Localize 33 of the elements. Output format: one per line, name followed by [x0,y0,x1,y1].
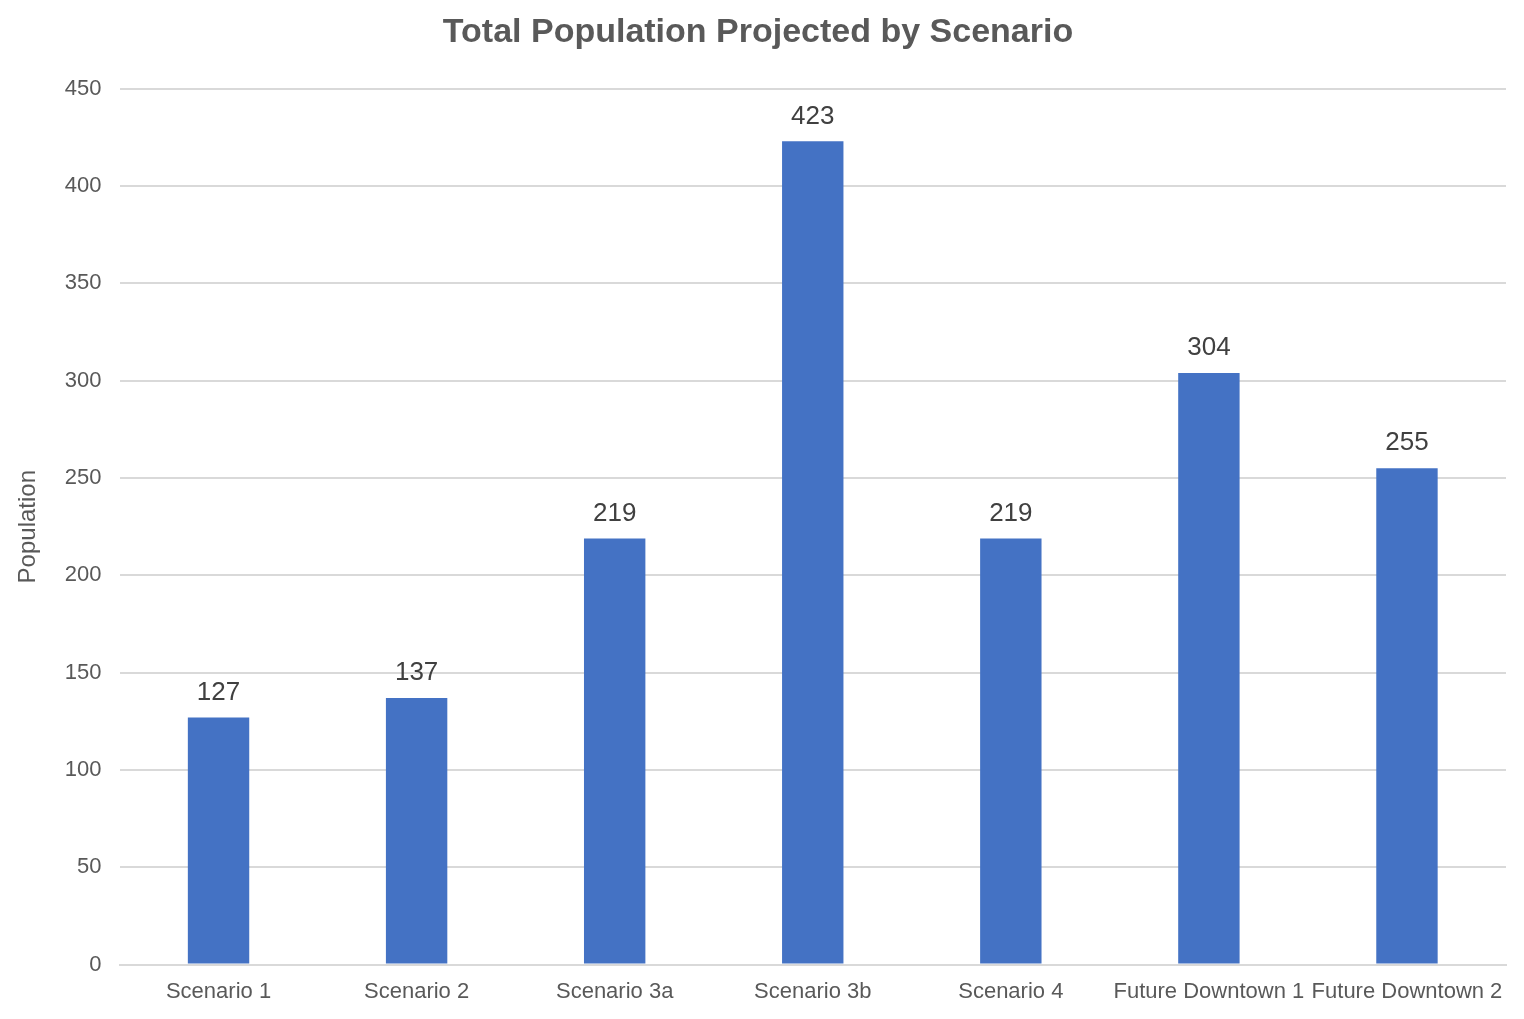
y-tick-label: 250 [64,464,102,490]
y-tick-label: 200 [64,561,102,587]
data-label: 423 [791,99,835,130]
data-label: 219 [989,496,1033,527]
x-tick-label: Scenario 1 [165,977,272,1003]
bar [385,697,448,964]
x-tick-label: Future Downtown 1 [1113,977,1305,1003]
y-tick-label: 300 [64,366,102,392]
y-tick-label: 450 [64,74,102,100]
chart-title: Total Population Projected by Scenario [442,10,1074,49]
y-tick-label: 400 [64,172,102,198]
data-label: 219 [592,496,637,527]
y-tick-label: 150 [64,658,102,684]
bar [583,538,646,964]
bar [187,717,250,964]
bar [1376,468,1438,964]
bar [782,141,844,964]
x-tick-label: Scenario 4 [958,977,1064,1003]
y-tick-label: 50 [77,853,102,879]
data-label: 255 [1385,426,1429,457]
bar [1178,372,1240,964]
y-tick-label: 100 [64,756,102,782]
x-tick-label: Scenario 2 [364,977,470,1003]
y-tick-label: 350 [64,269,102,295]
bar [980,538,1042,964]
data-label: 137 [394,656,439,687]
y-tick-label: 0 [89,950,102,976]
x-tick-label: Scenario 3b [754,977,872,1003]
data-label: 127 [196,675,241,706]
data-label: 304 [1187,331,1231,362]
x-tick-label: Future Downtown 2 [1311,977,1503,1003]
y-axis-title: Population [13,469,41,584]
x-tick-label: Scenario 3a [555,977,675,1003]
